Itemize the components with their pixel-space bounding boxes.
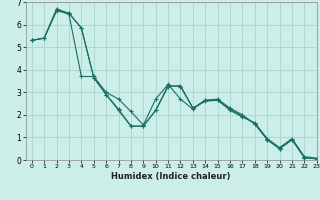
X-axis label: Humidex (Indice chaleur): Humidex (Indice chaleur)	[111, 172, 231, 181]
